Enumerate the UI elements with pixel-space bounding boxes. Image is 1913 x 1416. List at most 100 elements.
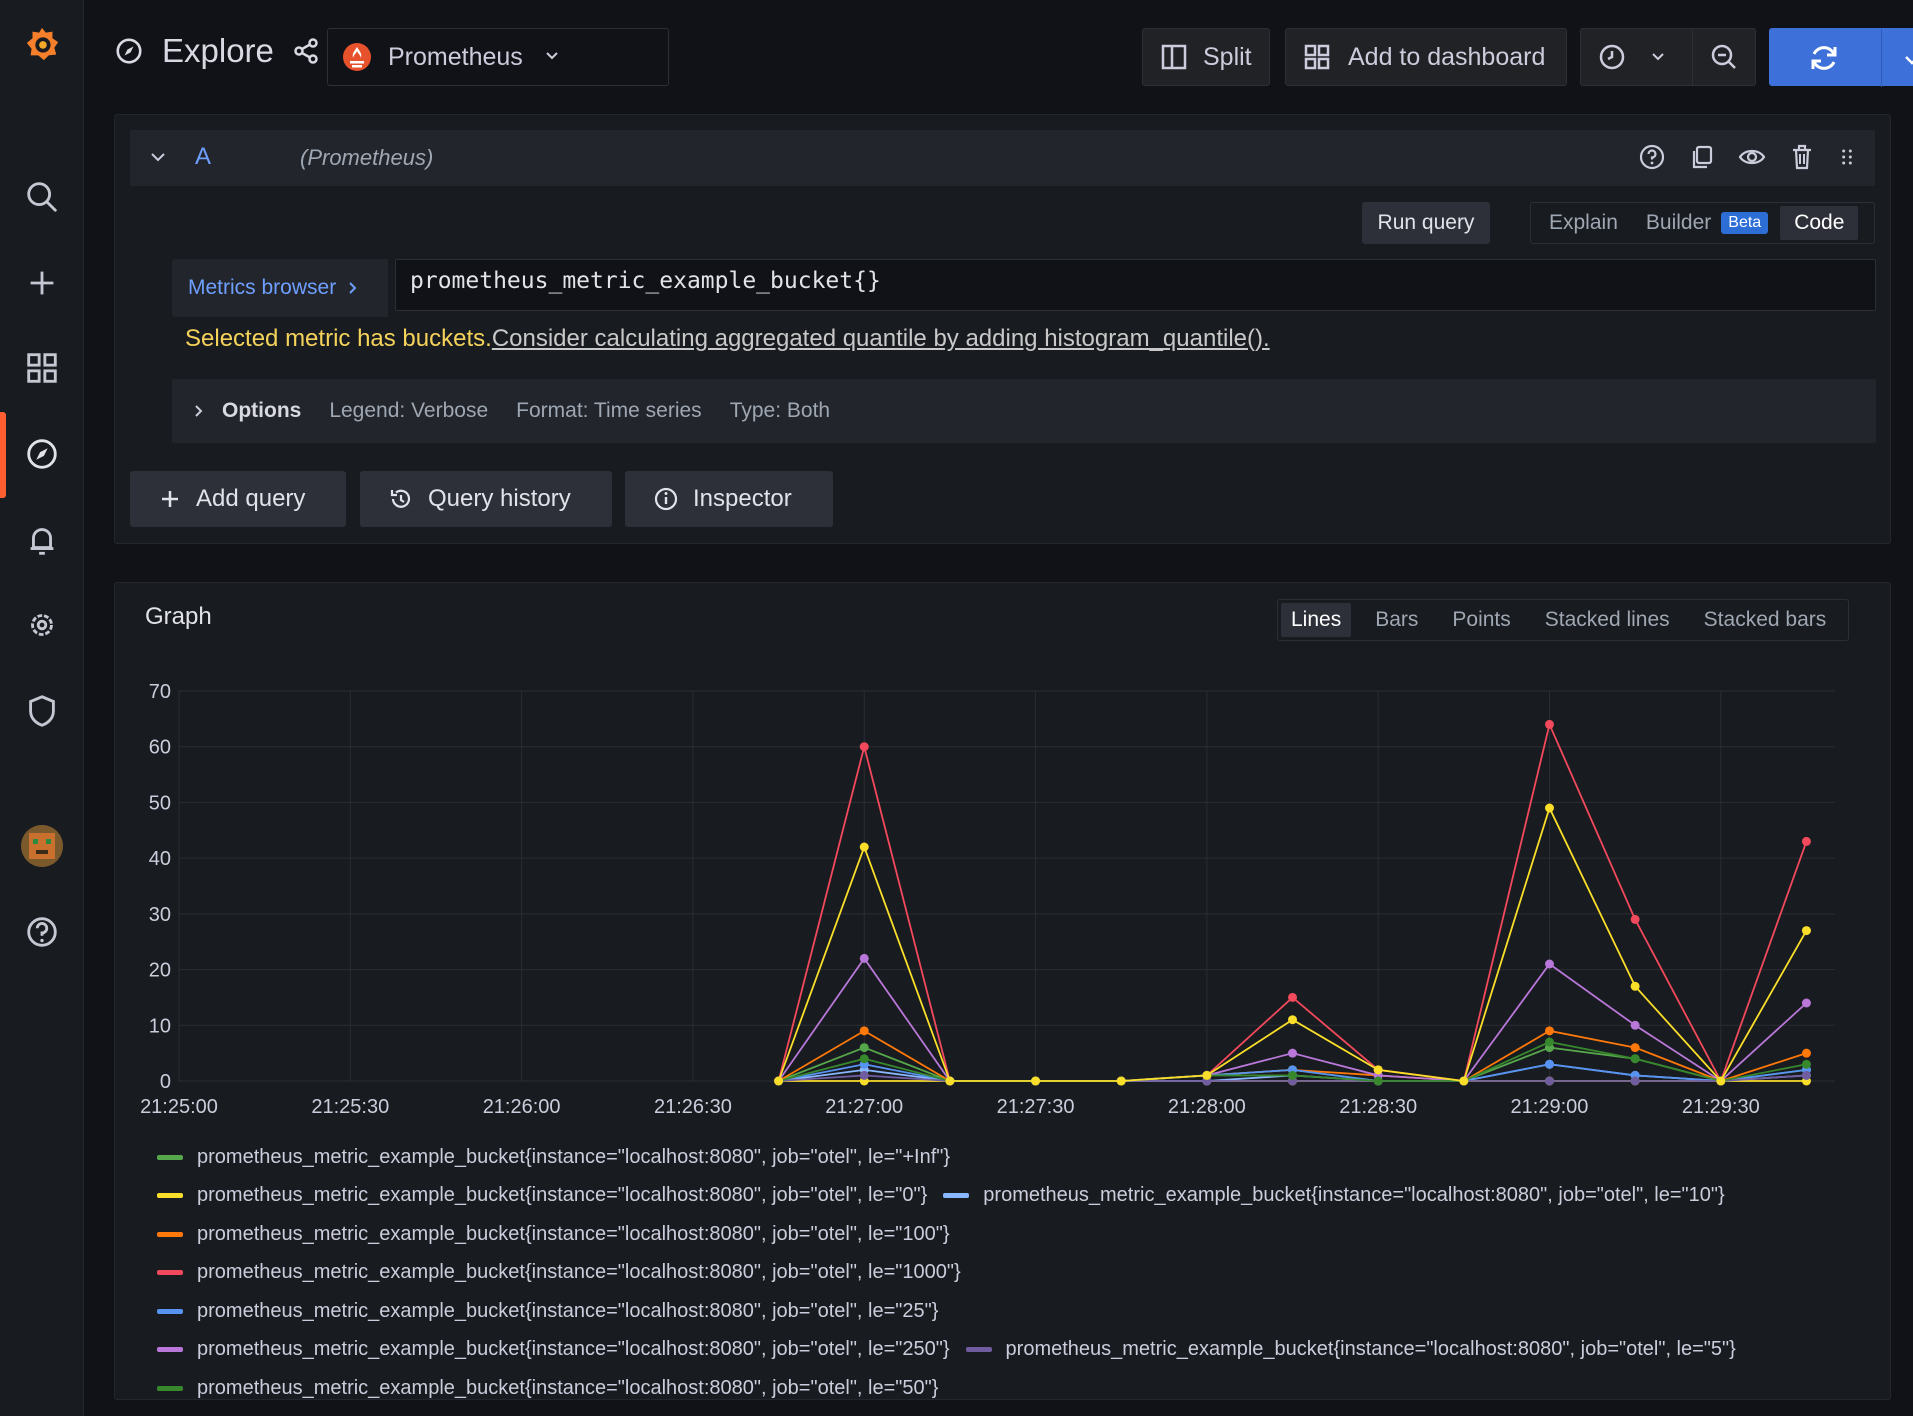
grafana-logo-icon[interactable] [18,20,66,68]
legend-item[interactable]: prometheus_metric_example_bucket{instanc… [157,1377,938,1399]
sidebar [0,0,84,1416]
trash-icon[interactable] [1787,142,1817,172]
legend-row: prometheus_metric_example_bucket{instanc… [157,1331,1877,1370]
drag-handle-icon[interactable] [1837,142,1857,172]
legend-swatch [157,1270,183,1276]
options-format: Format: Time series [516,399,702,422]
zoom-out-button[interactable] [1692,28,1756,86]
help-circle-icon[interactable] [1637,142,1667,172]
query-editor-panel: A (Prometheus) Run query Explain Builder… [114,114,1891,544]
x-tick-label: 21:28:30 [1339,1096,1417,1118]
time-series-chart[interactable]: 0 10 20 30 40 50 60 70 21:25:00 21:25:30 21:26:00 2… [115,673,1891,1133]
data-point [1801,1070,1811,1080]
explore-compass-icon [116,38,142,64]
data-point [859,953,869,963]
query-datasource-name: (Prometheus) [300,145,434,170]
data-point [1373,1076,1383,1086]
legend-swatch [157,1193,183,1199]
query-letter[interactable]: A [195,143,212,170]
legend-item[interactable]: prometheus_metric_example_bucket{instanc… [157,1338,950,1361]
eye-icon[interactable] [1737,142,1767,172]
gear-icon[interactable] [18,601,66,649]
query-history-button[interactable]: Query history [360,471,612,527]
zoom-out-icon [1711,44,1736,69]
explore-compass-icon[interactable] [18,430,66,478]
viz-option-bars[interactable]: Bars [1375,608,1419,631]
active-indicator [0,412,6,498]
collapse-chevron-icon[interactable] [148,147,168,172]
data-point [774,1076,784,1086]
y-tick-label: 30 [149,904,171,926]
mode-explain[interactable]: Explain [1549,211,1618,234]
add-query-button[interactable]: Add query [130,471,346,527]
legend-row: prometheus_metric_example_bucket{instanc… [157,1215,1877,1254]
data-point [1544,1037,1554,1047]
options-label[interactable]: Options [222,399,302,422]
refresh-interval-chevron-icon[interactable] [1902,48,1913,77]
warning-text: Selected metric has buckets. [185,325,492,352]
viz-option-lines[interactable]: Lines [1281,603,1352,637]
data-point [1630,914,1640,924]
data-point [859,1043,869,1053]
inspector-button[interactable]: Inspector [625,471,833,527]
histogram-quantile-link[interactable]: Consider calculating aggregated quantile… [491,325,1270,352]
share-icon[interactable] [292,37,320,65]
legend-row: prometheus_metric_example_bucket{instanc… [157,1138,1877,1177]
refresh-icon [1808,42,1840,81]
editor-mode-toggle: Explain Builder Beta Code [1530,202,1875,244]
options-legend: Legend: Verbose [329,399,489,422]
data-point [1288,1070,1298,1080]
time-picker-button[interactable] [1580,28,1693,86]
legend-item[interactable]: prometheus_metric_example_bucket{instanc… [157,1223,950,1246]
data-point [859,1026,869,1036]
avatar[interactable] [21,825,63,867]
add-to-dashboard-button[interactable]: Add to dashboard [1285,28,1567,86]
x-tick-label: 21:29:30 [1682,1096,1760,1118]
search-icon[interactable] [18,173,66,221]
run-query-button[interactable]: Run query [1362,202,1490,244]
x-tick-label: 21:25:00 [140,1096,218,1118]
shield-icon[interactable] [18,687,66,735]
legend-item[interactable]: prometheus_metric_example_bucket{instanc… [943,1184,1725,1207]
split-button[interactable]: Split [1142,28,1270,86]
data-point [1801,1048,1811,1058]
query-options-row[interactable]: Options Legend: Verbose Format: Time ser… [172,379,1876,443]
datasource-picker[interactable]: Prometheus [327,28,669,86]
y-tick-label: 40 [149,848,171,870]
plus-icon[interactable] [18,259,66,307]
options-type: Type: Both [729,399,831,422]
x-tick-label: 21:26:30 [654,1096,732,1118]
duplicate-icon[interactable] [1687,142,1717,172]
refresh-button[interactable] [1769,28,1913,87]
legend-label: prometheus_metric_example_bucket{instanc… [197,1145,951,1168]
legend-item[interactable]: prometheus_metric_example_bucket{instanc… [157,1146,950,1169]
help-icon[interactable] [18,908,66,956]
legend-item[interactable]: prometheus_metric_example_bucket{instanc… [157,1300,938,1323]
legend-item[interactable]: prometheus_metric_example_bucket{instanc… [965,1338,1736,1361]
chevron-right-icon [349,282,357,294]
query-expression-input[interactable]: prometheus_metric_example_bucket{} [395,259,1876,311]
viz-option-stacked-bars[interactable]: Stacked bars [1703,608,1827,631]
query-history-label: Query history [428,485,571,512]
clock-icon [1599,44,1625,70]
mode-builder[interactable]: Builder [1645,211,1712,234]
data-point [945,1076,955,1086]
visualization-toggle: Lines Bars Points Stacked lines Stacked bars [1277,599,1849,641]
legend-item[interactable]: prometheus_metric_example_bucket{instanc… [157,1184,927,1207]
metrics-browser-button[interactable]: Metrics browser [172,259,388,317]
mode-code[interactable]: Code [1780,206,1859,240]
bell-icon[interactable] [18,516,66,564]
legend-item[interactable]: prometheus_metric_example_bucket{instanc… [157,1261,961,1284]
data-point [1459,1076,1469,1086]
dashboards-icon[interactable] [18,344,66,392]
refresh-divider [1881,29,1882,87]
plus-icon [162,491,178,507]
viz-option-stacked-lines[interactable]: Stacked lines [1544,608,1670,631]
inspector-label: Inspector [693,485,792,512]
query-row-header: A (Prometheus) [130,130,1875,186]
viz-option-points[interactable]: Points [1452,608,1511,631]
legend-swatch [157,1385,183,1391]
data-point [1630,1054,1640,1064]
data-point [1544,1059,1554,1069]
legend-label: prometheus_metric_example_bucket{instanc… [197,1222,950,1245]
